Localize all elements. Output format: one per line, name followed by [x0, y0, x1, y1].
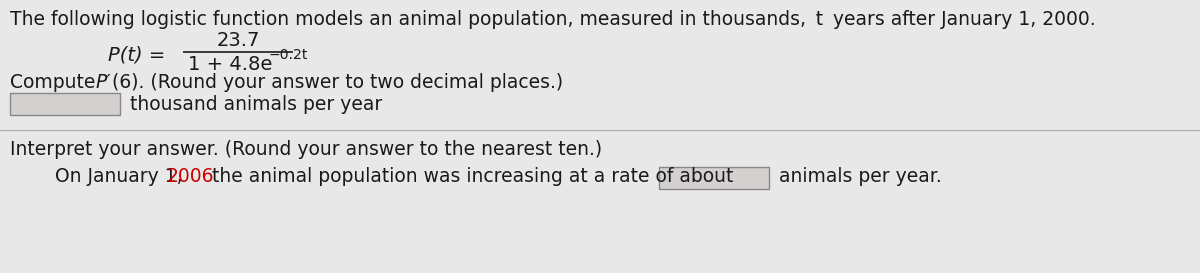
- Text: (6). (Round your answer to two decimal places.): (6). (Round your answer to two decimal p…: [112, 73, 563, 93]
- FancyBboxPatch shape: [659, 167, 769, 189]
- Text: P(t) =: P(t) =: [108, 46, 166, 64]
- Text: Compute: Compute: [10, 73, 101, 93]
- Text: On January 1,: On January 1,: [55, 168, 188, 186]
- Text: the animal population was increasing at a rate of about: the animal population was increasing at …: [206, 168, 733, 186]
- Text: P′: P′: [95, 73, 110, 93]
- Text: 2006: 2006: [167, 168, 215, 186]
- Text: 1 + 4.8e: 1 + 4.8e: [188, 55, 272, 74]
- Text: −0.2t: −0.2t: [269, 48, 308, 62]
- Text: thousand animals per year: thousand animals per year: [130, 94, 383, 114]
- Text: Interpret your answer. (Round your answer to the nearest ten.): Interpret your answer. (Round your answe…: [10, 140, 602, 159]
- FancyBboxPatch shape: [10, 93, 120, 115]
- Text: 23.7: 23.7: [216, 31, 259, 51]
- Text: The following logistic function models an animal population, measured in thousan: The following logistic function models a…: [10, 10, 1096, 29]
- Text: animals per year.: animals per year.: [779, 168, 942, 186]
